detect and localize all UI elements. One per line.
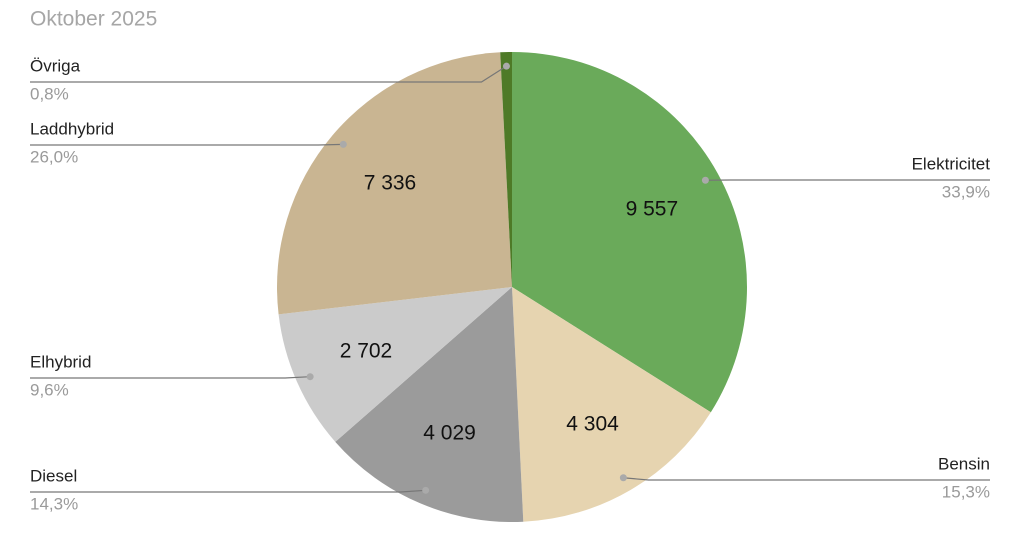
value-label: 7 336 xyxy=(364,171,417,194)
value-label: 9 557 xyxy=(626,197,679,220)
percentage-label: 33,9% xyxy=(942,182,990,201)
leader-line xyxy=(623,477,990,481)
leader-line xyxy=(30,65,507,83)
leader-dot xyxy=(339,140,347,148)
category-label: Laddhybrid xyxy=(30,119,114,138)
leader-line xyxy=(30,376,311,379)
percentage-label: 14,3% xyxy=(30,494,78,513)
leader-dot xyxy=(502,62,510,70)
category-label: Elhybrid xyxy=(30,352,91,371)
percentage-label: 9,6% xyxy=(30,380,69,399)
leader-dot xyxy=(701,176,709,184)
value-label: 2 702 xyxy=(340,339,393,362)
category-label: Elektricitet xyxy=(912,154,991,173)
pie-slice xyxy=(512,52,747,413)
category-label: Diesel xyxy=(30,466,77,485)
category-label: Övriga xyxy=(30,56,81,75)
pie-slice xyxy=(500,52,512,287)
pie-slice xyxy=(335,287,524,522)
percentage-label: 26,0% xyxy=(30,147,78,166)
value-label: 4 304 xyxy=(566,413,619,436)
category-label: Bensin xyxy=(938,454,990,473)
value-label: 4 029 xyxy=(423,422,476,445)
leader-dot xyxy=(306,373,314,381)
leader-dot xyxy=(619,474,627,482)
leader-dot xyxy=(422,486,430,494)
chart-title: Oktober 2025 xyxy=(30,8,157,31)
percentage-label: 15,3% xyxy=(942,482,990,501)
percentage-label: 0,8% xyxy=(30,84,69,103)
pie-slice xyxy=(512,287,711,522)
leader-line xyxy=(30,489,426,493)
pie-slice xyxy=(278,287,512,442)
pie-slice xyxy=(277,52,512,315)
leader-line xyxy=(30,143,344,146)
